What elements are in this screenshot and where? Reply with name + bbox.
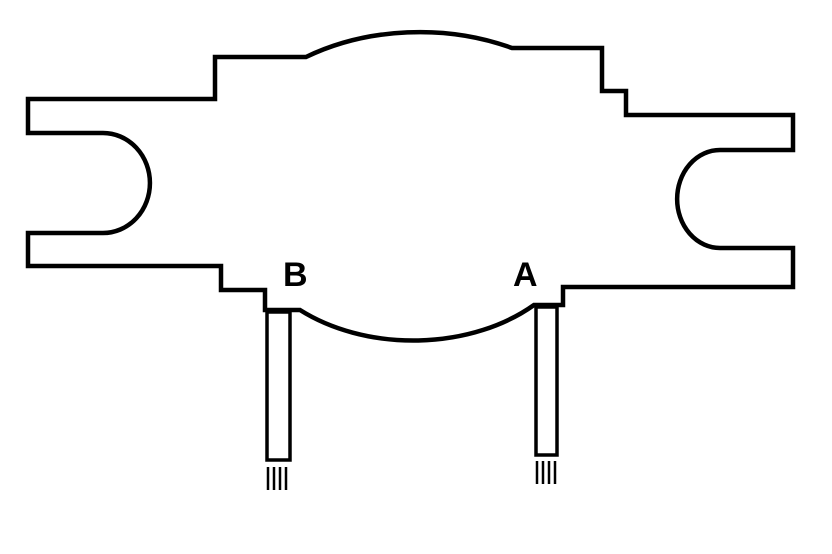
lead-a [534,305,559,484]
lead-b-body [265,310,292,462]
lead-a-body [534,305,559,457]
lead-b [265,310,292,490]
terminal-a-label: A [513,256,538,294]
terminal-b-label: B [283,256,308,294]
component-body-outline [25,29,796,343]
